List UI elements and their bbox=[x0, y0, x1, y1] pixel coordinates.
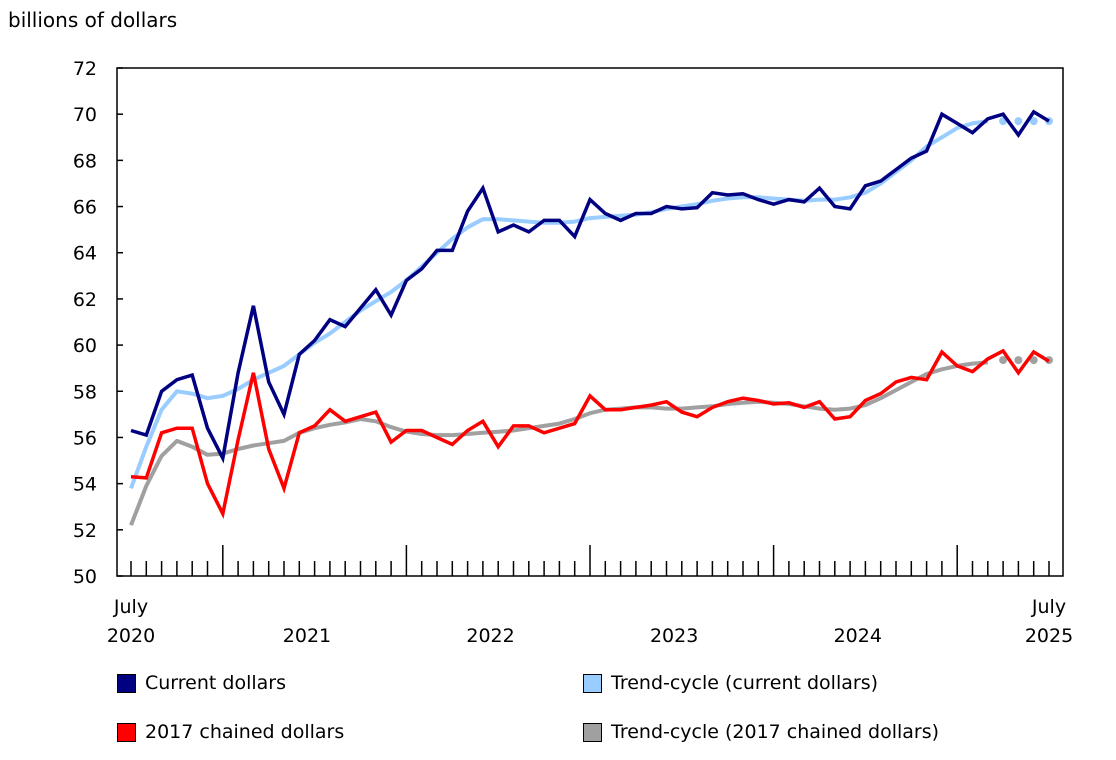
x-tick-label-year: 2022 bbox=[466, 625, 514, 647]
y-tick-label: 58 bbox=[73, 381, 97, 403]
legend-swatch bbox=[117, 722, 136, 742]
y-tick-label: 72 bbox=[73, 58, 97, 80]
projected-point bbox=[1029, 117, 1038, 126]
legend-label: 2017 chained dollars bbox=[145, 721, 345, 743]
series-line-current-dollars bbox=[130, 109, 1050, 464]
legend-swatch bbox=[583, 722, 602, 742]
legend-label: Trend-cycle (2017 chained dollars) bbox=[611, 721, 940, 743]
projected-point bbox=[1014, 356, 1023, 365]
legend-item-trend-chained: Trend-cycle (2017 chained dollars) bbox=[583, 721, 939, 743]
y-tick-label: 56 bbox=[73, 427, 97, 449]
x-tick-label-month: July bbox=[1031, 596, 1066, 618]
y-tick-label: 54 bbox=[73, 474, 97, 496]
x-tick-label-year: 2023 bbox=[650, 625, 698, 647]
legend-item-trend-current: Trend-cycle (current dollars) bbox=[583, 672, 878, 694]
y-tick-label: 66 bbox=[73, 197, 97, 219]
legend-item-chained-dollars: 2017 chained dollars bbox=[117, 721, 344, 743]
x-tick-label-year: 2024 bbox=[834, 625, 882, 647]
projected-point bbox=[1029, 356, 1038, 365]
projected-point bbox=[999, 356, 1008, 365]
x-tick-label-year: 2020 bbox=[107, 625, 155, 647]
y-tick-label: 64 bbox=[73, 243, 97, 265]
y-tick-label: 50 bbox=[73, 566, 97, 588]
y-tick-label: 70 bbox=[73, 104, 97, 126]
legend-label: Current dollars bbox=[145, 672, 286, 694]
legend-label: Trend-cycle (current dollars) bbox=[611, 672, 879, 694]
legend-swatch bbox=[117, 673, 136, 693]
x-tick-label-year: 2021 bbox=[283, 625, 331, 647]
y-tick-label: 52 bbox=[73, 520, 97, 542]
y-tick-label: 62 bbox=[73, 289, 97, 311]
projected-point bbox=[1014, 117, 1023, 126]
legend-swatch bbox=[583, 673, 602, 693]
series-line-trend-cycle-current-dollars- bbox=[129, 119, 989, 489]
y-axis-label: billions of dollars bbox=[8, 8, 177, 32]
series-line-trend-cycle-2017-chained-dollars- bbox=[129, 360, 988, 526]
x-tick-label-year: 2025 bbox=[1025, 625, 1073, 647]
x-tick-label-month: July bbox=[113, 596, 148, 618]
legend-item-current-dollars: Current dollars bbox=[117, 672, 286, 694]
plot-frame bbox=[116, 67, 1064, 577]
y-tick-label: 60 bbox=[73, 335, 97, 357]
series-line-2017-chained-dollars bbox=[130, 348, 1050, 519]
y-tick-label: 68 bbox=[73, 150, 97, 172]
